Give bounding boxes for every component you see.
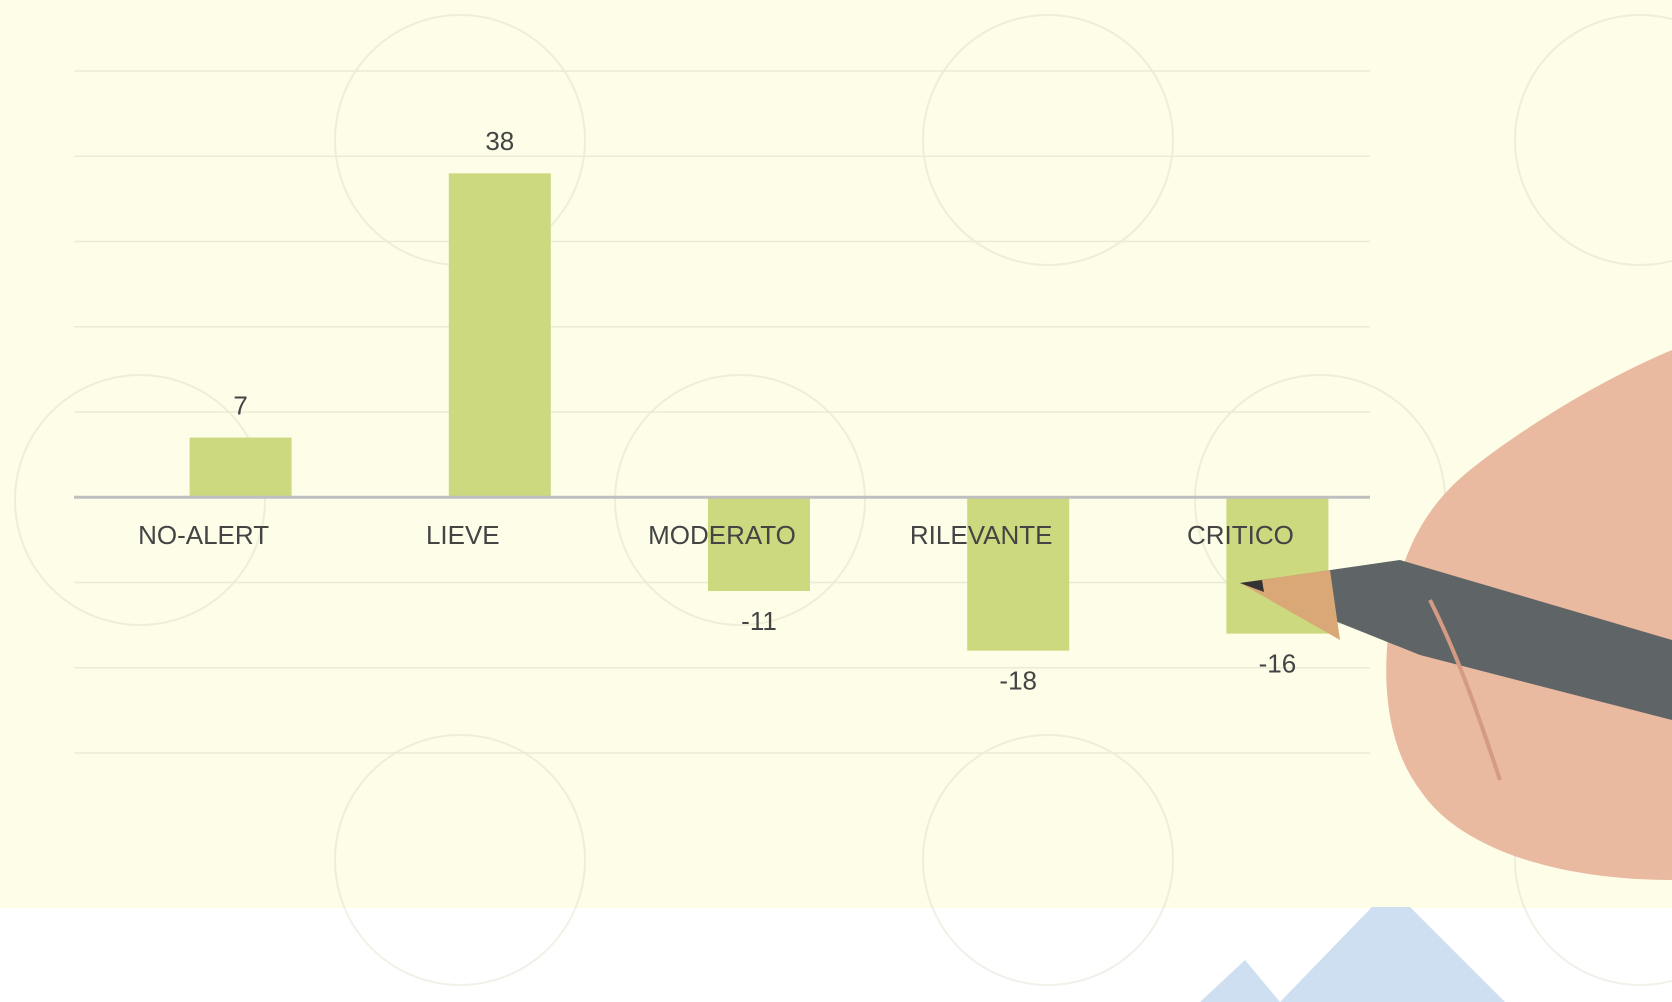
data-label: 7 [233, 390, 247, 420]
bar [189, 437, 292, 498]
data-label: -11 [741, 606, 777, 636]
x-tick-label: LIEVE [426, 520, 500, 550]
bar [967, 497, 1070, 651]
decorative-mountain [1200, 907, 1505, 1002]
x-tick-label: RILEVANTE [910, 520, 1053, 550]
hand-with-pencil [1240, 350, 1672, 880]
data-label: 38 [485, 126, 514, 156]
x-tick-label: NO-ALERT [138, 520, 269, 550]
x-tick-label: MODERATO [648, 520, 796, 550]
bar [708, 497, 810, 592]
data-label: -18 [999, 666, 1037, 696]
x-tick-label: CRITICO [1187, 520, 1294, 550]
bar [448, 173, 551, 498]
data-label: -16 [1259, 649, 1297, 679]
plot-area: 7 38 -11 -18 -16 NO-ALERT LIEVE MODERATO RILEVAN… [74, 70, 1370, 754]
